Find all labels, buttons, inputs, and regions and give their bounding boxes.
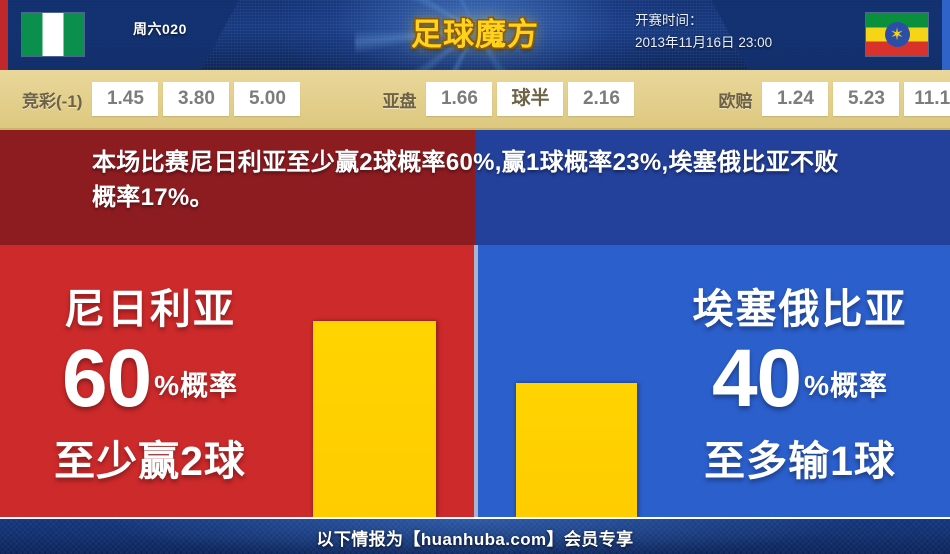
away-probability-suffix: %概率 (804, 370, 889, 402)
header-bar: 周六020 足球魔方 开赛时间： 2013年11月16日 23:00 ✶ (0, 0, 950, 70)
home-outcome-label: 至少赢2球 (54, 438, 246, 485)
main-panel: 尼日利亚 60 %概率 至少赢2球 埃塞俄比亚 40 %概率 至多输1球 (0, 245, 950, 517)
home-probability-bar (313, 321, 436, 517)
home-probability-value: 60 (61, 333, 152, 424)
odds-cell[interactable]: 球半 (497, 82, 564, 116)
odds-group-label: 竞彩(-1) (22, 91, 83, 111)
home-probability-suffix: %概率 (154, 370, 239, 402)
away-outcome-label: 至多输1球 (704, 438, 896, 485)
odds-cell[interactable]: 2.16 (568, 82, 635, 116)
match-number-label: 周六020 (133, 21, 187, 37)
odds-cell[interactable]: 1.24 (762, 82, 829, 116)
odds-bar: 竞彩(-1) 1.45 3.80 5.00 亚盘 1.66 球半 2.16 欧赔 1.24 5.23… (0, 70, 950, 130)
ethiopia-emblem-disc: ✶ (884, 22, 910, 47)
kickoff-info: 开赛时间： 2013年11月16日 23:00 (635, 10, 830, 55)
summary-banner-text: 本场比赛尼日利亚至少赢2球概率60%,赢1球概率23%,埃塞俄比亚不败概率17%… (92, 149, 839, 211)
home-team-block: 尼日利亚 60 %概率 至少赢2球 (0, 245, 300, 517)
header-light-rays (355, 0, 595, 70)
nigeria-flag-icon (22, 13, 84, 56)
odds-cell[interactable]: 5.00 (234, 82, 301, 116)
footer-text: 以下情报为【huanhuba.com】会员专享 (316, 530, 634, 549)
odds-cell[interactable]: 3.80 (163, 82, 230, 116)
header-right-blue-edge (942, 0, 950, 70)
kickoff-label: 开赛时间： (635, 13, 703, 28)
header-left-red-edge (0, 0, 8, 70)
away-probability-row: 40 %概率 (650, 333, 950, 424)
odds-cell[interactable]: 5.23 (833, 82, 900, 116)
odds-cell[interactable]: 1.66 (426, 82, 493, 116)
odds-cell[interactable]: 1.45 (92, 82, 159, 116)
away-team-name: 埃塞俄比亚 (692, 286, 908, 332)
odds-group-label: 欧赔 (718, 91, 753, 111)
away-probability-bar (516, 383, 637, 517)
home-probability-row: 60 %概率 (0, 333, 300, 424)
away-team-block: 埃塞俄比亚 40 %概率 至多输1球 (650, 245, 950, 517)
odds-cell[interactable]: 11.12 (904, 82, 950, 116)
away-probability-value: 40 (711, 333, 802, 424)
footer-bar: 以下情报为【huanhuba.com】会员专享 (0, 517, 950, 554)
ethiopia-star-icon: ✶ (889, 25, 905, 44)
odds-group-label: 亚盘 (382, 91, 417, 111)
odds-group-2: 亚盘 1.66 球半 2.16 (382, 82, 635, 116)
ethiopia-flag-icon: ✶ (866, 13, 928, 56)
kickoff-time: 2013年11月16日 23:00 (635, 35, 773, 51)
home-team-name: 尼日利亚 (64, 286, 236, 332)
odds-group-1: 竞彩(-1) 1.45 3.80 5.00 (22, 82, 301, 116)
summary-banner: 本场比赛尼日利亚至少赢2球概率60%,赢1球概率23%,埃塞俄比亚不败概率17%… (0, 130, 950, 245)
